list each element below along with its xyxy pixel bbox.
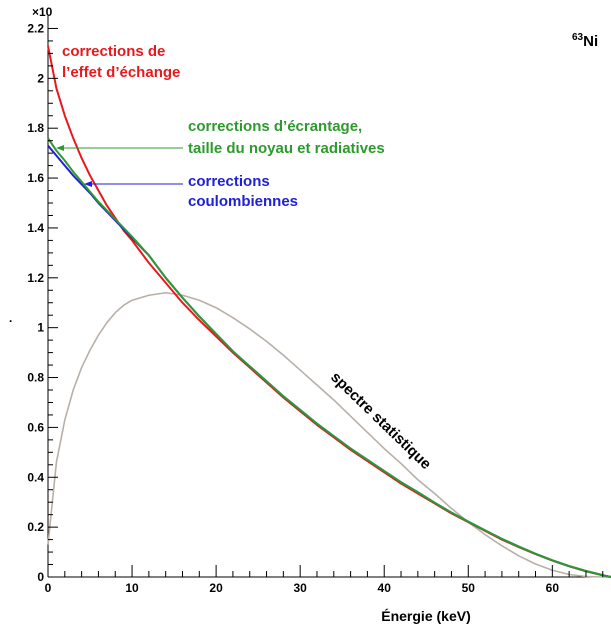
axis-ticks: 0 0.2 0.4 0.6 0.8 1 1.2 1.4 1.6 1.8 2 2.2 0 10 20 30 40 5…	[9, 5, 604, 624]
y-tick-label: 0.8	[27, 371, 44, 385]
annotation-screening: corrections d’écrantage, taille du noyau …	[188, 118, 385, 157]
screening-arrow-head	[56, 145, 64, 151]
annotation-exchange: corrections de l’effet d’échange	[62, 43, 180, 81]
y-tick-label: 1.8	[27, 121, 44, 135]
y-axis-title: .	[9, 311, 12, 325]
x-tick-label: 30	[293, 581, 307, 595]
x-tick-label: 20	[209, 581, 223, 595]
y-tick-label: 0.4	[27, 470, 44, 484]
x-tick-label: 0	[45, 581, 52, 595]
plot-frame	[47, 16, 611, 578]
annotation-coulomb: corrections coulombiennes	[188, 173, 298, 210]
isotope-label: 63Ni	[572, 32, 598, 50]
x-tick-label: 60	[546, 581, 560, 595]
y-tick-label: 1	[37, 321, 44, 335]
curves	[47, 45, 611, 578]
y-tick-label: 1.2	[27, 271, 44, 285]
y-tick-label: 1.6	[27, 171, 44, 185]
y-tick-label: 1.4	[27, 221, 44, 235]
y-tick-label: 0.2	[27, 520, 44, 534]
coulomb-arrow-head	[84, 181, 92, 187]
x-tick-label: 40	[378, 581, 392, 595]
y-exponent-label: ×10	[32, 5, 53, 19]
y-tick-label: 0	[37, 570, 44, 584]
y-tick-label: 0.6	[27, 420, 44, 434]
y-tick-label: 2	[37, 71, 44, 85]
x-axis-title: Énergie (keV)	[381, 608, 470, 624]
series-line	[47, 137, 611, 578]
series-line	[47, 145, 611, 578]
series-line	[47, 291, 611, 578]
y-tick-label: 2.2	[27, 21, 44, 35]
x-tick-label: 50	[462, 581, 476, 595]
x-tick-label: 10	[125, 581, 139, 595]
annotation-statistical: spectre statistique	[327, 369, 434, 473]
